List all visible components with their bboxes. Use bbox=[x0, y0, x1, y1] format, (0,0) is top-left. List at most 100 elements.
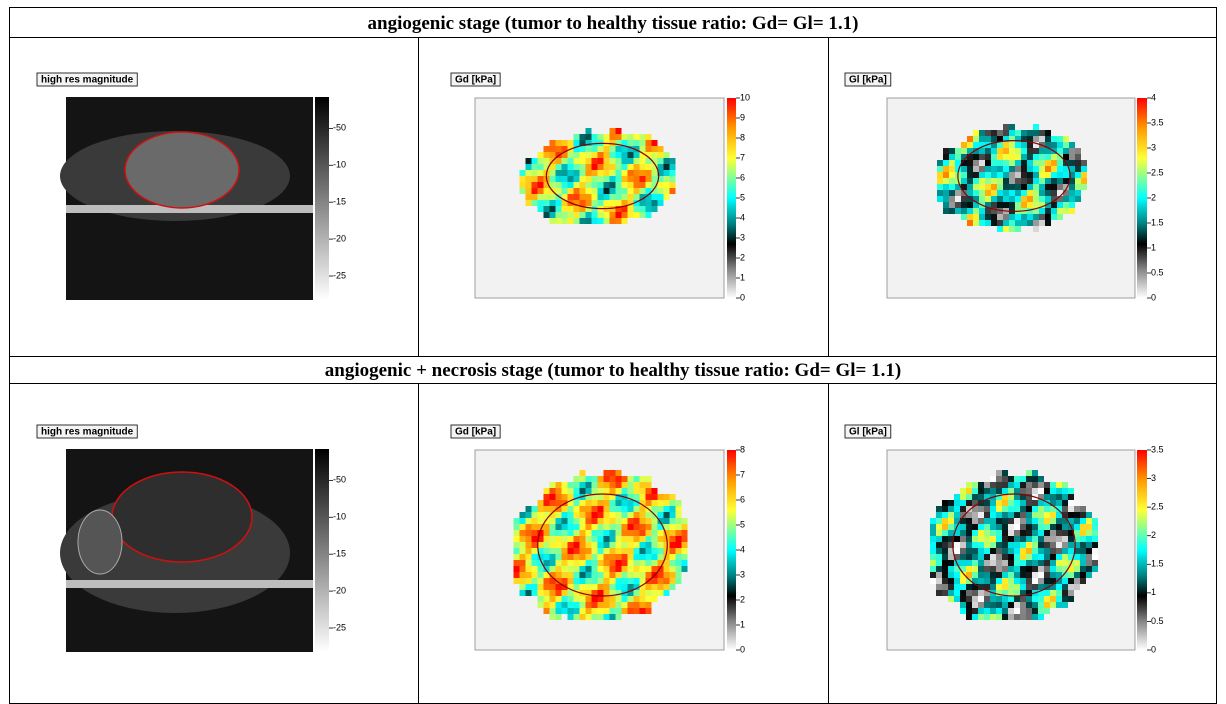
map-pixel bbox=[991, 148, 997, 154]
map-pixel bbox=[646, 182, 652, 188]
map-pixel bbox=[610, 218, 616, 224]
map-pixel bbox=[1051, 136, 1057, 142]
map-pixel bbox=[532, 176, 538, 182]
map-pixel bbox=[1038, 512, 1044, 518]
map-pixel bbox=[664, 512, 670, 518]
map-pixel bbox=[1086, 542, 1092, 548]
map-pixel bbox=[996, 554, 1002, 560]
map-pixel bbox=[1086, 560, 1092, 566]
colorbar-tick-label: -15 bbox=[333, 549, 346, 559]
map-pixel bbox=[598, 530, 604, 536]
map-pixel bbox=[973, 130, 979, 136]
map-pixel bbox=[930, 530, 936, 536]
map-pixel bbox=[1045, 184, 1051, 190]
map-pixel bbox=[1014, 596, 1020, 602]
map-pixel bbox=[628, 188, 634, 194]
map-pixel bbox=[640, 530, 646, 536]
map-pixel bbox=[1038, 614, 1044, 620]
map-pixel bbox=[562, 140, 568, 146]
map-pixel bbox=[622, 530, 628, 536]
map-pixel bbox=[1069, 208, 1075, 214]
map-pixel bbox=[532, 542, 538, 548]
map-pixel bbox=[1069, 196, 1075, 202]
map-pixel bbox=[1038, 542, 1044, 548]
map-pixel bbox=[1033, 226, 1039, 232]
map-pixel bbox=[996, 500, 1002, 506]
map-pixel bbox=[568, 488, 574, 494]
map-pixel bbox=[1063, 202, 1069, 208]
map-pixel bbox=[949, 160, 955, 166]
map-pixel bbox=[1008, 614, 1014, 620]
map-pixel bbox=[985, 130, 991, 136]
map-pixel bbox=[1008, 536, 1014, 542]
map-pixel bbox=[978, 482, 984, 488]
map-pixel bbox=[978, 614, 984, 620]
map-pixel bbox=[610, 524, 616, 530]
map-pixel bbox=[538, 152, 544, 158]
map-pixel bbox=[580, 482, 586, 488]
map-pixel bbox=[1026, 482, 1032, 488]
map-pixel bbox=[670, 518, 676, 524]
map-pixel bbox=[622, 608, 628, 614]
map-pixel bbox=[1014, 536, 1020, 542]
map-pixel bbox=[610, 512, 616, 518]
map-pixel bbox=[1032, 614, 1038, 620]
panel-label: Gd [kPa] bbox=[455, 75, 496, 86]
map-pixel bbox=[598, 164, 604, 170]
map-pixel bbox=[960, 488, 966, 494]
map-pixel bbox=[1038, 482, 1044, 488]
map-pixel bbox=[978, 548, 984, 554]
map-pixel bbox=[1092, 560, 1098, 566]
map-pixel bbox=[598, 182, 604, 188]
map-pixel bbox=[954, 512, 960, 518]
map-pixel bbox=[972, 572, 978, 578]
map-pixel bbox=[586, 548, 592, 554]
map-pixel bbox=[1020, 572, 1026, 578]
map-pixel bbox=[538, 506, 544, 512]
map-pixel bbox=[550, 530, 556, 536]
map-pixel bbox=[1002, 542, 1008, 548]
map-pixel bbox=[997, 160, 1003, 166]
map-pixel bbox=[544, 494, 550, 500]
colorbar-tick-label: 2.5 bbox=[1151, 167, 1164, 177]
map-pixel bbox=[592, 560, 598, 566]
map-pixel bbox=[604, 602, 610, 608]
map-pixel bbox=[640, 494, 646, 500]
map-pixel bbox=[979, 160, 985, 166]
map-pixel bbox=[640, 134, 646, 140]
map-pixel bbox=[658, 572, 664, 578]
map-pixel bbox=[652, 590, 658, 596]
map-pixel bbox=[664, 176, 670, 182]
map-pixel bbox=[1033, 196, 1039, 202]
map-pixel bbox=[978, 566, 984, 572]
map-pixel bbox=[1009, 226, 1015, 232]
map-pixel bbox=[936, 542, 942, 548]
map-pixel bbox=[966, 584, 972, 590]
map-pixel bbox=[961, 172, 967, 178]
map-pixel bbox=[1069, 154, 1075, 160]
map-pixel bbox=[574, 134, 580, 140]
map-pixel bbox=[682, 518, 688, 524]
map-pixel bbox=[550, 212, 556, 218]
map-pixel bbox=[1020, 554, 1026, 560]
map-pixel bbox=[1003, 196, 1009, 202]
map-pixel bbox=[1056, 560, 1062, 566]
map-pixel bbox=[1057, 214, 1063, 220]
map-pixel bbox=[622, 176, 628, 182]
map-pixel bbox=[628, 542, 634, 548]
map-pixel bbox=[1026, 596, 1032, 602]
map-pixel bbox=[1044, 482, 1050, 488]
map-pixel bbox=[580, 602, 586, 608]
row-title: angiogenic stage (tumor to healthy tissu… bbox=[368, 13, 859, 34]
map-pixel bbox=[1039, 190, 1045, 196]
map-pixel bbox=[634, 488, 640, 494]
map-pixel bbox=[1051, 166, 1057, 172]
map-pixel bbox=[652, 140, 658, 146]
colorbar-tick-label: 0 bbox=[1151, 644, 1156, 654]
colorbar-tick-label: 0 bbox=[740, 292, 745, 302]
map-pixel bbox=[664, 194, 670, 200]
map-pixel bbox=[544, 206, 550, 212]
map-pixel bbox=[936, 548, 942, 554]
map-pixel bbox=[1056, 536, 1062, 542]
map-pixel bbox=[1051, 190, 1057, 196]
